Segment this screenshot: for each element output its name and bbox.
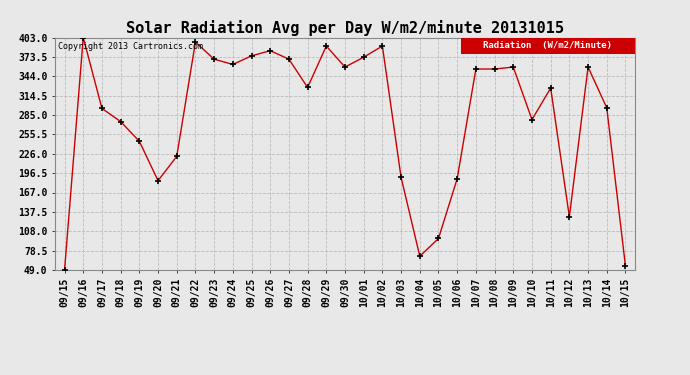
- Title: Solar Radiation Avg per Day W/m2/minute 20131015: Solar Radiation Avg per Day W/m2/minute …: [126, 20, 564, 36]
- Text: Copyright 2013 Cartronics.com: Copyright 2013 Cartronics.com: [58, 42, 203, 51]
